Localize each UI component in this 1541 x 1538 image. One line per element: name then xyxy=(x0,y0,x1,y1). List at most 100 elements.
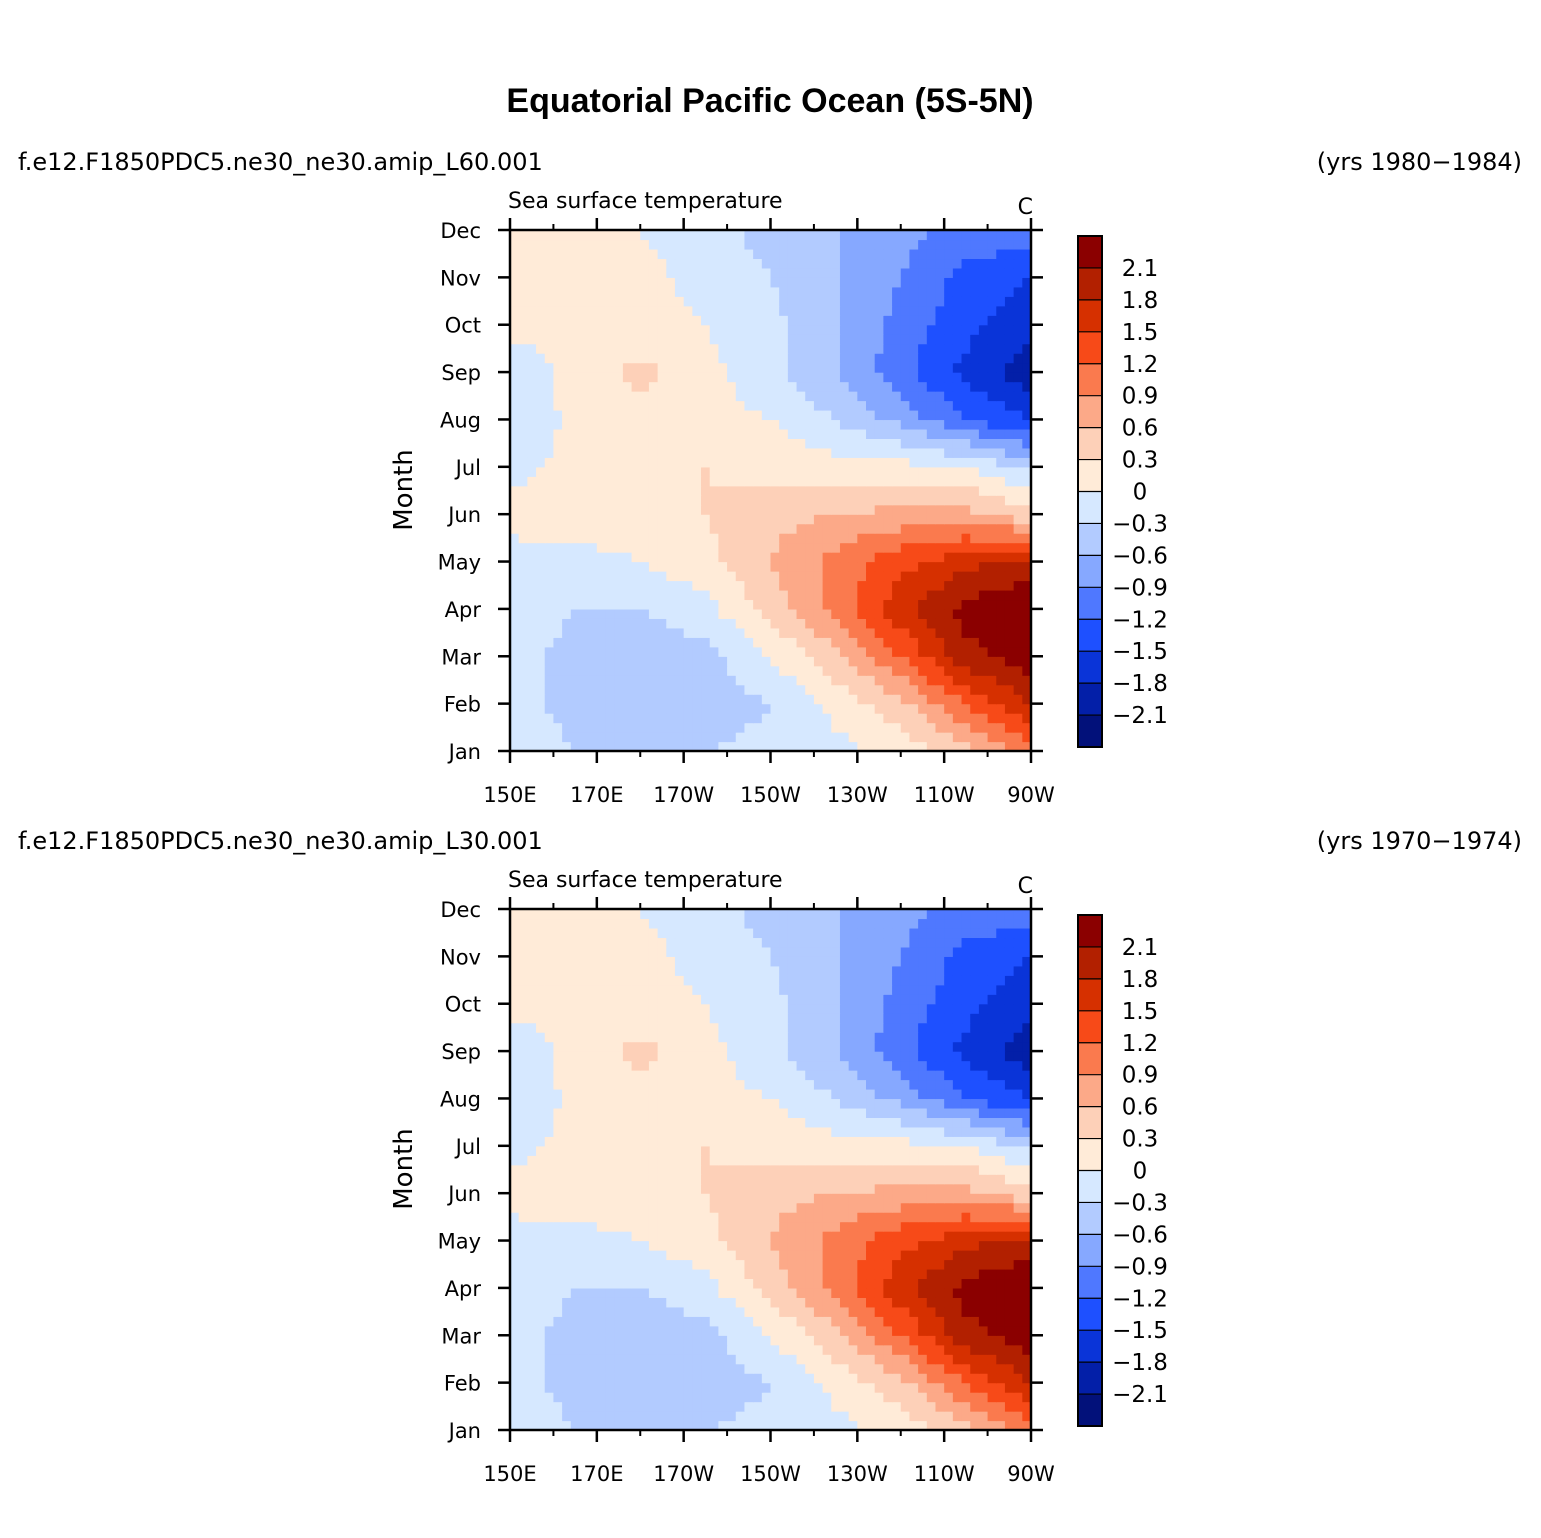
field-cell xyxy=(588,258,598,269)
field-cell xyxy=(987,343,997,354)
field-cell xyxy=(952,561,963,572)
field-cell xyxy=(683,315,693,326)
field-cell xyxy=(683,466,693,477)
field-cell xyxy=(813,324,824,335)
field-cell xyxy=(918,296,928,307)
field-cell xyxy=(588,315,598,326)
field-cell xyxy=(796,561,806,572)
field-cell xyxy=(518,267,528,278)
field-cell xyxy=(900,362,911,373)
field-cell xyxy=(822,684,832,695)
field-cell xyxy=(536,1392,546,1403)
field-cell xyxy=(510,1316,520,1327)
field-cell xyxy=(961,1221,971,1232)
field-cell xyxy=(796,1382,806,1393)
field-cell xyxy=(978,248,989,260)
field-cell xyxy=(892,1306,902,1317)
field-cell xyxy=(970,1268,980,1280)
field-cell xyxy=(692,495,702,506)
field-cell xyxy=(822,713,832,724)
field-cell xyxy=(935,372,945,383)
field-cell xyxy=(640,438,650,449)
field-cell xyxy=(622,542,633,553)
field-cell xyxy=(596,684,607,695)
field-cell xyxy=(961,523,971,534)
field-cell xyxy=(579,1373,589,1384)
field-cell xyxy=(866,1287,876,1298)
field-cell xyxy=(987,1231,997,1242)
field-cell xyxy=(596,589,607,601)
field-cell xyxy=(727,447,737,458)
field-cell xyxy=(961,618,971,629)
field-cell xyxy=(518,732,528,743)
field-cell xyxy=(961,248,971,260)
field-cell xyxy=(1004,571,1015,582)
field-cell xyxy=(588,599,598,610)
field-cell xyxy=(892,334,902,345)
field-cell xyxy=(1022,267,1032,278)
y-tick-label: Jan xyxy=(447,740,481,764)
field-cell xyxy=(900,533,911,544)
field-cell xyxy=(744,1240,754,1251)
field-cell xyxy=(813,675,824,686)
field-cell xyxy=(892,495,902,506)
field-cell xyxy=(900,514,911,525)
field-cell xyxy=(952,618,963,629)
field-cell xyxy=(952,438,963,449)
field-cell xyxy=(813,248,824,260)
field-cell xyxy=(761,438,772,449)
field-cell xyxy=(935,741,945,752)
field-cell xyxy=(892,248,902,260)
field-cell xyxy=(510,1363,520,1374)
field-cell xyxy=(631,457,641,468)
field-cell xyxy=(1013,1231,1023,1242)
field-cell xyxy=(831,732,841,743)
field-cell xyxy=(674,428,685,439)
field-cell xyxy=(944,514,954,525)
field-cell xyxy=(588,1250,598,1261)
field-cell xyxy=(892,1221,902,1232)
field-cell xyxy=(892,1268,902,1280)
field-cell xyxy=(978,1240,989,1251)
field-cell xyxy=(683,391,693,402)
field-cell xyxy=(588,637,598,648)
field-cell xyxy=(709,523,719,534)
field-cell xyxy=(831,267,841,278)
field-cell xyxy=(987,296,997,307)
field-cell xyxy=(553,286,563,297)
field-cell xyxy=(718,1335,728,1346)
field-cell xyxy=(666,305,676,316)
field-cell xyxy=(935,258,945,269)
field-cell xyxy=(796,286,806,297)
field-cell xyxy=(874,1259,884,1270)
field-cell xyxy=(701,1373,711,1384)
field-cell xyxy=(709,296,719,307)
field-cell xyxy=(709,258,719,269)
field-cell xyxy=(753,665,763,676)
field-cell xyxy=(631,372,641,383)
field-cell xyxy=(648,514,659,525)
field-cell xyxy=(605,353,615,364)
field-cell xyxy=(579,1183,589,1194)
field-cell xyxy=(883,362,893,373)
field-cell xyxy=(926,684,937,695)
field-cell xyxy=(822,1411,832,1422)
field-cell xyxy=(978,656,989,667)
field-cell xyxy=(640,428,650,439)
field-cell xyxy=(996,1363,1006,1374)
field-cell xyxy=(640,637,650,648)
field-cell xyxy=(944,1420,954,1431)
field-cell xyxy=(605,1183,615,1194)
field-cell xyxy=(831,1401,841,1412)
field-cell xyxy=(727,315,737,326)
field-cell xyxy=(848,608,858,619)
field-cell xyxy=(718,457,728,468)
field-cell xyxy=(753,684,763,695)
field-cell xyxy=(909,1325,919,1336)
field-cell xyxy=(692,533,702,544)
panel-bottom: f.e12.F1850PDC5.ne30_ne30.amip_L30.001 (… xyxy=(18,827,1522,1486)
field-cell xyxy=(744,656,754,667)
field-cell xyxy=(848,1183,858,1194)
field-cell xyxy=(787,1401,798,1412)
field-cell xyxy=(961,296,971,307)
